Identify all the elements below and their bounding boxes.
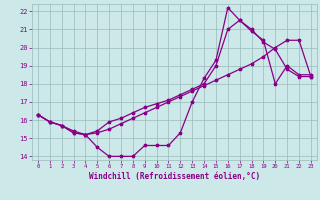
X-axis label: Windchill (Refroidissement éolien,°C): Windchill (Refroidissement éolien,°C) [89,172,260,181]
